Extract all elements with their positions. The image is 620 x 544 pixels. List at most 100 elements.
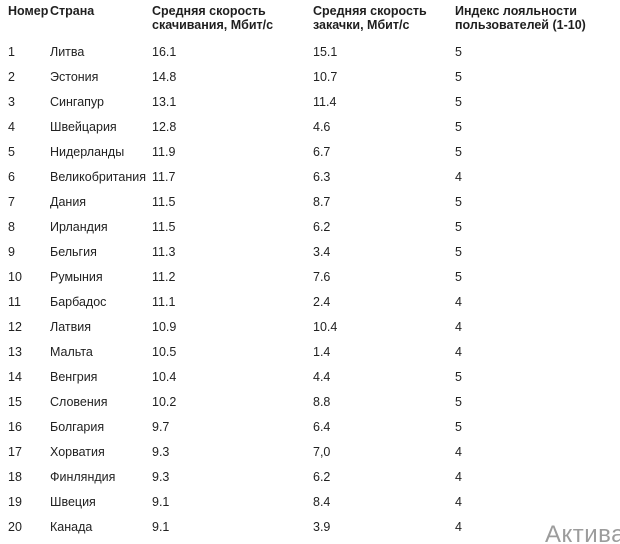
table-row: 20 Канада 9.1 3.9 4 (0, 515, 620, 540)
country-name: Словения (50, 395, 108, 410)
country-name: Румыния (50, 270, 103, 285)
country-name: Ирландия (50, 220, 108, 235)
row-number: 7 (8, 195, 15, 210)
table-row: 16 Болгария 9.7 6.4 5 (0, 415, 620, 440)
loyalty-index: 4 (455, 495, 462, 510)
loyalty-index: 5 (455, 145, 462, 160)
loyalty-index: 4 (455, 295, 462, 310)
upload-speed: 8.4 (313, 495, 331, 510)
table-header: Номер Страна Средняя скорость скачивания… (0, 0, 620, 40)
row-number: 8 (8, 220, 15, 235)
column-header-number: Номер (8, 4, 49, 18)
download-speed: 16.1 (152, 45, 177, 60)
loyalty-index: 4 (455, 520, 462, 535)
download-speed: 11.2 (152, 270, 176, 285)
row-number: 16 (8, 420, 22, 435)
loyalty-index: 4 (455, 470, 462, 485)
row-number: 14 (8, 370, 22, 385)
row-number: 12 (8, 320, 22, 335)
loyalty-index: 5 (455, 195, 462, 210)
country-name: Барбадос (50, 295, 107, 310)
loyalty-index: 4 (455, 445, 462, 460)
loyalty-index: 4 (455, 170, 462, 185)
table-row: 3 Сингапур 13.1 11.4 5 (0, 90, 620, 115)
loyalty-index: 5 (455, 245, 462, 260)
table-row: 17 Хорватия 9.3 7,0 4 (0, 440, 620, 465)
download-speed: 10.9 (152, 320, 177, 335)
table-row: 2 Эстония 14.8 10.7 5 (0, 65, 620, 90)
country-name: Эстония (50, 70, 99, 85)
upload-speed: 11.4 (313, 95, 337, 110)
download-speed: 9.3 (152, 470, 170, 485)
download-speed: 11.5 (152, 195, 176, 210)
column-header-country: Страна (50, 4, 95, 18)
row-number: 11 (8, 295, 21, 310)
download-speed: 11.7 (152, 170, 176, 185)
table-row: 11 Барбадос 11.1 2.4 4 (0, 290, 620, 315)
loyalty-index: 5 (455, 95, 462, 110)
table-row: 4 Швейцария 12.8 4.6 5 (0, 115, 620, 140)
download-speed: 9.7 (152, 420, 170, 435)
loyalty-index: 4 (455, 345, 462, 360)
loyalty-index: 5 (455, 220, 462, 235)
download-speed: 10.2 (152, 395, 177, 410)
country-name: Швейцария (50, 120, 117, 135)
upload-speed: 2.4 (313, 295, 331, 310)
table-row: 12 Латвия 10.9 10.4 4 (0, 315, 620, 340)
download-speed: 9.1 (152, 495, 170, 510)
upload-speed: 8.8 (313, 395, 331, 410)
download-speed: 12.8 (152, 120, 177, 135)
table-row: 13 Мальта 10.5 1.4 4 (0, 340, 620, 365)
row-number: 5 (8, 145, 15, 160)
row-number: 15 (8, 395, 22, 410)
row-number: 2 (8, 70, 15, 85)
table-row: 18 Финляндия 9.3 6.2 4 (0, 465, 620, 490)
column-header-upload: Средняя скорость закачки, Мбит/с (313, 4, 427, 33)
download-speed: 10.4 (152, 370, 177, 385)
loyalty-index: 5 (455, 120, 462, 135)
table-row: 8 Ирландия 11.5 6.2 5 (0, 215, 620, 240)
country-name: Дания (50, 195, 87, 210)
table-row: 6 Великобритания 11.7 6.3 4 (0, 165, 620, 190)
loyalty-index: 4 (455, 320, 462, 335)
country-name: Венгрия (50, 370, 98, 385)
country-name: Хорватия (50, 445, 105, 460)
row-number: 6 (8, 170, 15, 185)
upload-speed: 4.4 (313, 370, 331, 385)
download-speed: 11.9 (152, 145, 176, 160)
download-speed: 11.1 (152, 295, 176, 310)
row-number: 10 (8, 270, 22, 285)
country-name: Мальта (50, 345, 93, 360)
row-number: 4 (8, 120, 15, 135)
row-number: 3 (8, 95, 15, 110)
loyalty-index: 5 (455, 45, 462, 60)
row-number: 20 (8, 520, 22, 535)
table-row: 14 Венгрия 10.4 4.4 5 (0, 365, 620, 390)
download-speed: 9.3 (152, 445, 170, 460)
row-number: 19 (8, 495, 22, 510)
row-number: 1 (8, 45, 15, 60)
table-row: 7 Дания 11.5 8.7 5 (0, 190, 620, 215)
loyalty-index: 5 (455, 370, 462, 385)
country-name: Болгария (50, 420, 105, 435)
column-header-download: Средняя скорость скачивания, Мбит/с (152, 4, 274, 33)
row-number: 18 (8, 470, 22, 485)
country-name: Литва (50, 45, 85, 60)
row-number: 17 (8, 445, 22, 460)
upload-speed: 6.2 (313, 470, 331, 485)
download-speed: 11.3 (152, 245, 176, 260)
table-body: 1 Литва 16.1 15.1 5 2 Эстония 14.8 10.7 … (0, 40, 620, 540)
download-speed: 14.8 (152, 70, 177, 85)
download-speed: 9.1 (152, 520, 170, 535)
row-number: 9 (8, 245, 15, 260)
table-row: 10 Румыния 11.2 7.6 5 (0, 265, 620, 290)
upload-speed: 6.4 (313, 420, 331, 435)
upload-speed: 10.7 (313, 70, 338, 85)
row-number: 13 (8, 345, 22, 360)
upload-speed: 3.4 (313, 245, 331, 260)
table-row: 9 Бельгия 11.3 3.4 5 (0, 240, 620, 265)
upload-speed: 7.6 (313, 270, 331, 285)
country-name: Латвия (50, 320, 91, 335)
